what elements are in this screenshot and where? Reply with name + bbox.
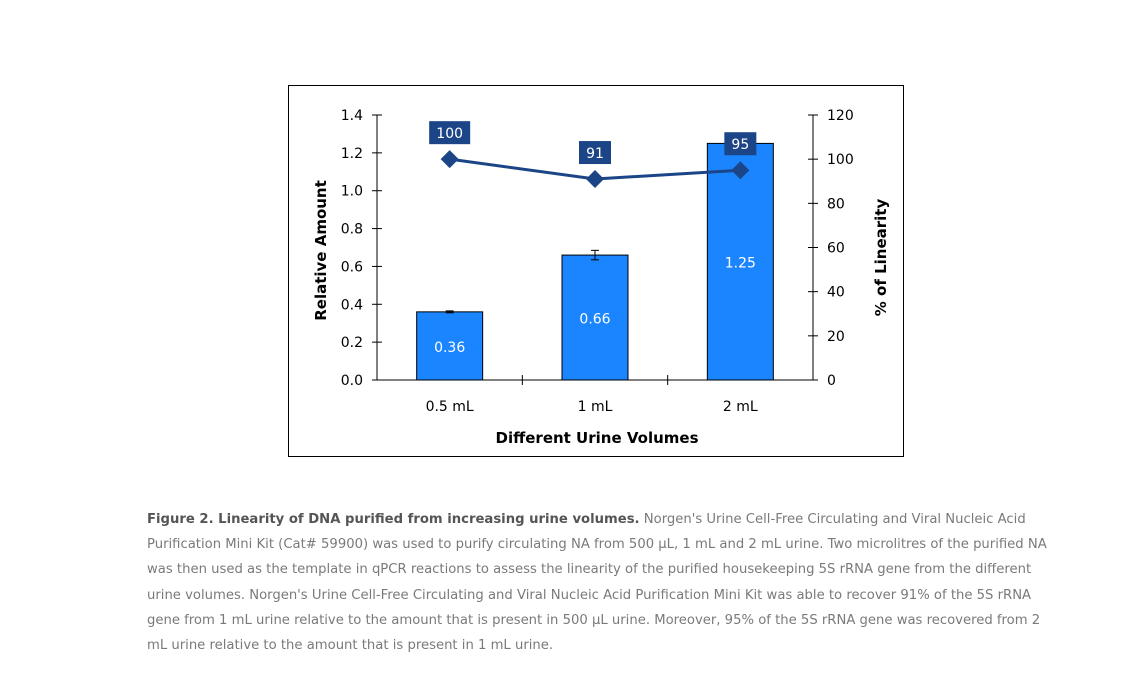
bar-data-label: 0.36 xyxy=(434,340,465,356)
y-tick-label-right: 0 xyxy=(827,373,836,389)
point-label-box xyxy=(724,132,757,156)
bar xyxy=(416,311,484,381)
x-tick-label: 0.5 mL xyxy=(426,399,474,415)
y-tick-label-left: 1.4 xyxy=(341,108,363,124)
caption-body: Norgen's Urine Cell-Free Circulating and… xyxy=(147,512,1047,654)
y-tick-label-right: 80 xyxy=(827,196,845,212)
figure-caption: Figure 2. Linearity of DNA purified from… xyxy=(147,507,1047,658)
linearity-point xyxy=(586,170,604,189)
caption-title: Figure 2. Linearity of DNA purified from… xyxy=(147,512,640,527)
y-tick-label-left: 0.0 xyxy=(341,373,363,389)
point-data-label: 91 xyxy=(586,146,604,162)
bar-data-label: 0.66 xyxy=(579,312,610,328)
point-label-box xyxy=(429,121,471,145)
linearity-point xyxy=(731,161,750,180)
y-tick-label-left: 1.0 xyxy=(341,184,363,200)
chart: 0.0 0.2 0.4 0.6 0.8 1.0 1.2 1.4 0 20 40 60 80 100 120 0… xyxy=(312,108,890,447)
linearity-point xyxy=(440,150,459,169)
chart-frame: 0.0 0.2 0.4 0.6 0.8 1.0 1.2 1.4 0 20 40 60 80 100 120 0… xyxy=(288,85,904,457)
y-tick-label-right: 120 xyxy=(827,108,854,124)
y-tick-label-left: 0.2 xyxy=(341,335,363,351)
y-tick-label-right: 40 xyxy=(827,285,845,301)
point-label-box xyxy=(579,141,611,165)
bar-data-label: 1.25 xyxy=(725,256,756,272)
y-tick-label-right: 100 xyxy=(827,152,854,168)
x-tick-label: 1 mL xyxy=(578,399,613,415)
y-tick-label-left: 1.2 xyxy=(341,146,363,162)
y-axis-title-right: % of Linearity xyxy=(872,199,890,317)
y-tick-label-left: 0.4 xyxy=(341,297,363,313)
y-tick-label-right: 20 xyxy=(827,329,845,345)
bar xyxy=(561,254,629,381)
y-tick-label-left: 0.8 xyxy=(341,222,363,238)
bar xyxy=(706,142,774,381)
y-tick-label-right: 60 xyxy=(827,241,845,257)
x-axis-title: Different Urine Volumes xyxy=(496,429,699,447)
point-data-label: 100 xyxy=(436,126,463,142)
y-tick-label-left: 0.6 xyxy=(341,259,363,275)
x-tick-label: 2 mL xyxy=(723,399,758,415)
y-axis-title-left: Relative Amount xyxy=(312,180,330,321)
point-data-label: 95 xyxy=(731,137,749,153)
